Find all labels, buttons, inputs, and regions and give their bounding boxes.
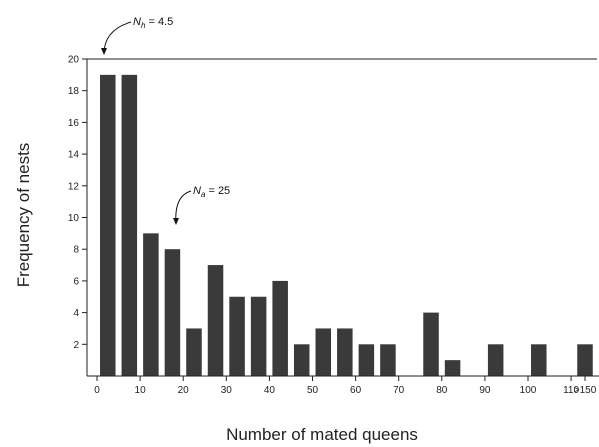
x-tick-label-3: 30 bbox=[221, 385, 233, 396]
x-tick-label-7: 70 bbox=[393, 385, 405, 396]
y-tick-label-3: 8 bbox=[73, 245, 79, 256]
bar-15 bbox=[444, 360, 461, 376]
bar-3 bbox=[164, 249, 181, 376]
y-tick-label-4: 10 bbox=[68, 213, 80, 224]
y-tick-label-5: 12 bbox=[68, 181, 80, 192]
x-tick-label-1: 10 bbox=[135, 385, 147, 396]
bar-10 bbox=[315, 328, 332, 376]
y-tick-label-9: 20 bbox=[68, 55, 80, 66]
bar-12 bbox=[358, 344, 375, 376]
x-tick-label-10: 100 bbox=[520, 385, 537, 396]
bar-16 bbox=[487, 344, 504, 376]
bar-9 bbox=[293, 344, 310, 376]
bars-group bbox=[100, 74, 593, 376]
bar-13 bbox=[380, 344, 396, 376]
annotations-group: Nh = 4.5 Na = 25 bbox=[101, 16, 230, 225]
bar-19 bbox=[577, 344, 593, 376]
bar-14 bbox=[423, 312, 439, 376]
x-ticks-group: 0102030405060708090100110120130>150 bbox=[94, 376, 597, 396]
bar-6 bbox=[229, 296, 245, 376]
x-tick-label-14: >150 bbox=[574, 385, 597, 396]
annotation-arrow-0 bbox=[103, 21, 132, 55]
y-tick-label-2: 6 bbox=[73, 276, 79, 287]
bar-4 bbox=[186, 328, 202, 376]
x-tick-label-5: 50 bbox=[307, 385, 319, 396]
x-tick-label-4: 40 bbox=[264, 385, 276, 396]
x-axis-title: Number of mated queens bbox=[226, 425, 418, 444]
annotation-arrowhead-0 bbox=[101, 48, 107, 55]
x-tick-label-8: 80 bbox=[436, 385, 448, 396]
bar-7 bbox=[250, 296, 267, 376]
annotation-label-1: Na = 25 bbox=[193, 185, 230, 199]
bar-8 bbox=[272, 280, 288, 376]
bar-0 bbox=[100, 74, 116, 376]
annotation-label-0: Nh = 4.5 bbox=[133, 16, 173, 30]
bar-2 bbox=[143, 233, 159, 376]
y-ticks-group: 2 4 6 8 10 12 14 16 18 20 bbox=[68, 55, 87, 351]
x-tick-label-2: 20 bbox=[178, 385, 190, 396]
bar-1 bbox=[121, 74, 138, 376]
x-tick-label-9: 90 bbox=[479, 385, 491, 396]
annotation-arrowhead-1 bbox=[173, 218, 179, 225]
bar-5 bbox=[207, 265, 224, 376]
x-tick-label-6: 60 bbox=[350, 385, 362, 396]
y-tick-label-7: 16 bbox=[68, 118, 80, 129]
x-tick-label-0: 0 bbox=[94, 385, 100, 396]
y-tick-label-6: 14 bbox=[68, 150, 80, 161]
y-tick-label-1: 4 bbox=[73, 308, 79, 319]
bar-17 bbox=[531, 344, 547, 376]
y-axis-title: Frequency of nests bbox=[14, 143, 33, 288]
x-tick-label-11: 110 bbox=[563, 385, 579, 396]
y-tick-label-0: 2 bbox=[73, 340, 79, 351]
bar-11 bbox=[337, 328, 353, 376]
y-tick-label-8: 18 bbox=[68, 86, 80, 97]
